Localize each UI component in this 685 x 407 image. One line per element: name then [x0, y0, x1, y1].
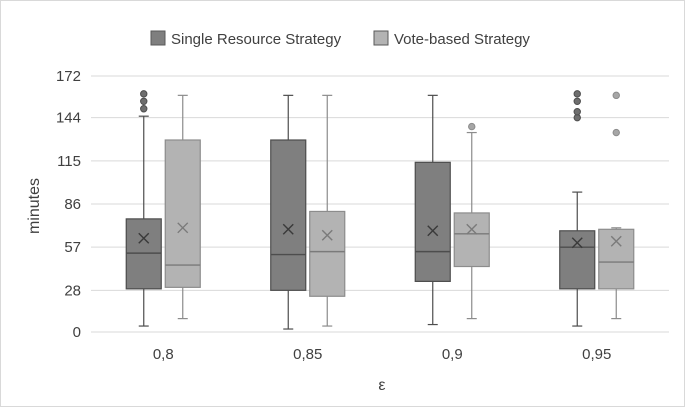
- y-tick-label: 57: [64, 239, 81, 256]
- outlier-point: [573, 97, 581, 106]
- mean-marker: [138, 232, 150, 244]
- outlier-point: [140, 90, 148, 98]
- y-tick-label: 86: [64, 196, 81, 213]
- mean-marker: [466, 223, 478, 235]
- box-vote-based-3: [598, 91, 635, 320]
- mean-marker: [321, 229, 333, 241]
- legend-swatch-single-resource: [150, 30, 166, 46]
- box-single-resource-1: [270, 94, 307, 330]
- x-tick-label: 0,85: [293, 346, 322, 363]
- legend: Single Resource Strategy Vote-based Stra…: [150, 30, 530, 48]
- legend-label-vote-based: Vote-based Strategy: [394, 31, 530, 48]
- legend-label-single-resource: Single Resource Strategy: [171, 31, 342, 48]
- x-tick-label: 0,8: [153, 346, 174, 363]
- outlier-point: [573, 90, 581, 98]
- y-tick-label: 172: [56, 68, 81, 85]
- y-tick-label: 0: [73, 324, 81, 341]
- x-tick-label: 0,95: [582, 346, 611, 363]
- iqr-box: [270, 139, 307, 291]
- legend-swatch-vote-based: [373, 30, 389, 46]
- y-tick-label: 115: [57, 153, 81, 170]
- iqr-box: [598, 228, 635, 290]
- outlier-point: [140, 97, 148, 106]
- x-axis-title: ε: [378, 377, 385, 394]
- outlier-point: [612, 91, 620, 100]
- box-vote-based-2: [453, 122, 490, 320]
- boxes: [125, 90, 635, 330]
- outlier-point: [468, 122, 476, 131]
- box-single-resource-0: [125, 90, 162, 327]
- iqr-box: [309, 210, 346, 297]
- mean-marker: [282, 223, 294, 235]
- x-tick-label: 0,9: [442, 346, 463, 363]
- box-vote-based-1: [309, 94, 346, 327]
- mean-marker: [610, 235, 622, 247]
- mean-marker: [177, 222, 189, 234]
- y-axis-title: minutes: [26, 178, 43, 234]
- outlier-point: [573, 108, 581, 116]
- iqr-box: [414, 161, 451, 282]
- y-tick-label: 28: [64, 282, 81, 299]
- outlier-point: [573, 113, 581, 122]
- outlier-point: [140, 105, 148, 113]
- y-tick-labels: 0 28 57 86 115 144 172: [56, 68, 81, 341]
- y-tick-label: 144: [56, 110, 81, 127]
- x-tick-labels: 0,8 0,85 0,9 0,95: [153, 346, 612, 363]
- box-vote-based-0: [164, 94, 201, 320]
- iqr-box: [453, 212, 490, 268]
- box-single-resource-3: [559, 90, 596, 327]
- iqr-box: [125, 218, 162, 290]
- iqr-box: [164, 139, 201, 288]
- outlier-point: [612, 128, 620, 137]
- box-single-resource-2: [414, 94, 451, 326]
- iqr-box: [559, 230, 596, 290]
- mean-marker: [427, 225, 439, 237]
- mean-marker: [571, 237, 583, 249]
